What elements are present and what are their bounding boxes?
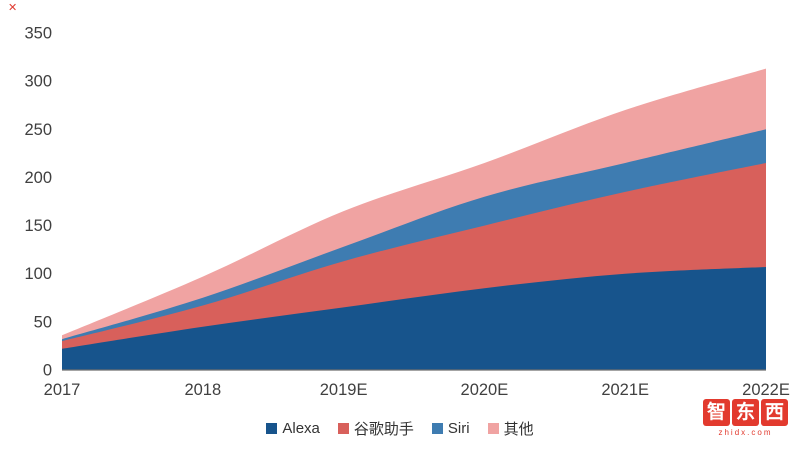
y-tick-label: 150 xyxy=(24,217,52,235)
watermark-subtext: zhidx.com xyxy=(718,428,773,437)
legend-item-siri: Siri xyxy=(431,420,470,437)
legend-item-other: 其他 xyxy=(487,418,534,439)
y-tick-label: 100 xyxy=(24,265,52,283)
y-tick-label: 0 xyxy=(43,362,52,380)
legend-label-other: 其他 xyxy=(503,421,534,438)
legend: Alexa 谷歌助手 Siri 其他 xyxy=(0,418,800,439)
legend-label-alexa: Alexa xyxy=(282,420,320,437)
x-tick-label: 2020E xyxy=(461,381,509,399)
corner-x-mark: ✕ xyxy=(8,2,18,14)
watermark-logo-squares: 智东西 xyxy=(703,399,788,426)
watermark-zhidongxi: 智东西 zhidx.com xyxy=(703,399,788,437)
x-tick-label: 2022E xyxy=(742,381,790,399)
x-tick-label: 2018 xyxy=(184,381,221,399)
watermark-square-0: 智 xyxy=(703,399,730,426)
legend-label-google-assistant: 谷歌助手 xyxy=(353,421,414,438)
x-tick-label: 2019E xyxy=(320,381,368,399)
legend-swatch-other xyxy=(487,423,499,434)
y-tick-label: 300 xyxy=(24,73,52,91)
legend-item-alexa: Alexa xyxy=(266,420,320,437)
legend-swatch-google-assistant xyxy=(337,423,349,434)
legend-swatch-siri xyxy=(431,423,443,434)
y-tick-label: 50 xyxy=(34,313,52,331)
watermark-square-2: 西 xyxy=(761,399,788,426)
y-tick-label: 350 xyxy=(24,25,52,43)
stacked-area-chart: 0 50 100 150 200 250 300 350 2017 2018 2019E 2020E 2… xyxy=(24,25,790,400)
x-tick-label: 2021E xyxy=(601,381,649,399)
watermark-square-1: 东 xyxy=(732,399,759,426)
x-tick-label: 2017 xyxy=(44,381,81,399)
area-alexa xyxy=(62,267,766,370)
y-tick-label: 250 xyxy=(24,121,52,139)
y-tick-label: 200 xyxy=(24,169,52,187)
legend-item-google-assistant: 谷歌助手 xyxy=(337,418,414,439)
legend-label-siri: Siri xyxy=(447,420,470,437)
legend-swatch-alexa xyxy=(266,423,278,434)
